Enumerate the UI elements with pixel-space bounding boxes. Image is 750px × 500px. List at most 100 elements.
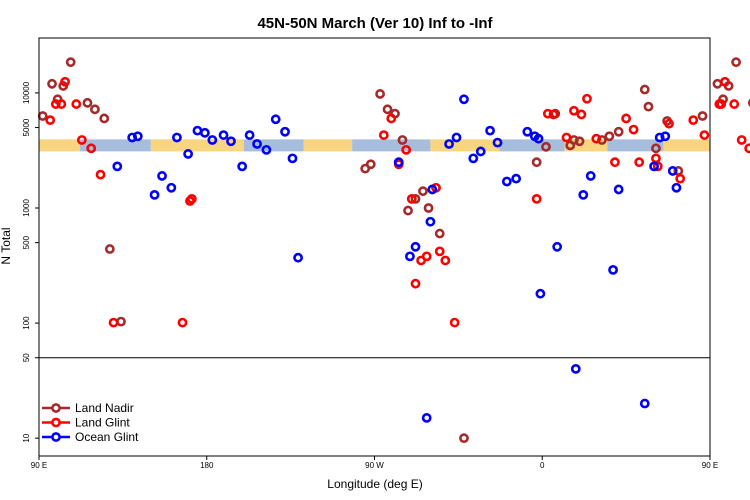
y-axis-label: N Total <box>0 227 13 264</box>
land-glint-point <box>664 118 674 129</box>
ocean-glint-point <box>149 189 160 200</box>
land-glint-point <box>561 132 572 143</box>
ocean-glint-point <box>280 126 290 137</box>
ocean-glint-point <box>485 125 495 136</box>
ocean-glint-point <box>654 132 665 143</box>
land-nadir-point <box>541 141 551 152</box>
land-nadir-point <box>643 101 654 112</box>
legend-label-ocean-glint: Ocean Glint <box>75 430 139 444</box>
legend-marker-land-glint <box>51 417 61 428</box>
land-glint-point <box>108 317 119 328</box>
ocean-glint-point <box>293 252 303 263</box>
land-nadir-point <box>596 135 607 145</box>
ocean-glint-point <box>183 149 194 159</box>
land-glint-point <box>71 99 82 109</box>
y-tick-label: 1000 <box>22 199 31 217</box>
ocean-glint-point <box>578 189 589 200</box>
band-segment <box>80 139 151 152</box>
x-tick-label: 90 E <box>31 461 47 470</box>
ocean-glint-point <box>261 144 272 155</box>
land-nadir-point <box>423 203 434 213</box>
ocean-glint-point <box>660 131 671 142</box>
land-glint-point <box>720 76 730 87</box>
x-tick-label: 180 <box>200 461 214 470</box>
land-glint-point <box>716 99 727 109</box>
land-glint-point <box>378 130 389 140</box>
band-segment <box>430 139 500 152</box>
ocean-glint-point <box>552 241 563 252</box>
band-segment <box>499 139 565 152</box>
ocean-glint-point <box>492 137 503 148</box>
ocean-glint-point <box>157 171 167 181</box>
land-glint-point <box>634 157 645 168</box>
ocean-glint-point <box>501 176 512 187</box>
land-nadir-point <box>747 98 750 107</box>
land-nadir-point <box>410 193 421 204</box>
land-nadir-point <box>651 143 661 154</box>
legend-label-land-nadir: Land Nadir <box>75 401 134 415</box>
land-glint-point <box>729 99 740 109</box>
ocean-glint-point <box>535 288 546 299</box>
land-nadir-point <box>639 84 650 95</box>
land-nadir-point <box>104 244 115 254</box>
axis-ticks: 90 E 180 90 W 0 90 E 10 50 100 500 1000 5000 10000 <box>22 81 718 470</box>
land-nadir-point <box>459 433 469 444</box>
ocean-glint-point <box>425 216 436 227</box>
ocean-glint-point <box>667 166 678 176</box>
legend-marker-land-nadir <box>51 403 61 413</box>
ocean-glint-point <box>405 251 415 262</box>
ocean-glint-point <box>459 94 469 105</box>
ocean-glint-point <box>608 264 618 275</box>
land-glint-point <box>610 157 620 168</box>
x-tick-label: 90 E <box>702 461 718 470</box>
y-tick-label: 10 <box>22 433 31 442</box>
land-glint-point <box>576 109 587 120</box>
ocean-glint-point <box>132 131 143 142</box>
land-glint-point <box>531 193 542 204</box>
y-tick-label: 100 <box>22 316 31 330</box>
ocean-glint-point <box>639 398 650 409</box>
data-points <box>37 57 750 444</box>
y-tick-label: 5000 <box>22 118 31 136</box>
x-axis-label: Longitude (deg E) <box>327 477 422 491</box>
land-glint-point <box>569 105 579 116</box>
land-glint-point <box>410 278 421 289</box>
ocean-glint-point <box>166 182 177 193</box>
land-glint-point <box>50 99 61 109</box>
land-glint-point <box>86 143 97 154</box>
land-nadir-point <box>365 159 376 170</box>
land-nadir-point <box>697 111 708 121</box>
ocean-glint-point <box>427 184 438 195</box>
ocean-glint-point <box>112 161 123 172</box>
land-nadir-point <box>731 57 741 68</box>
land-nadir-point <box>382 104 393 115</box>
ocean-glint-point <box>410 241 421 252</box>
ocean-glint-point <box>127 132 138 143</box>
ocean-glint-point <box>468 153 479 164</box>
band-segment <box>663 139 710 152</box>
land-glint-point <box>186 193 197 204</box>
land-nadir-point <box>531 157 542 168</box>
band-segment <box>150 139 245 152</box>
land-nadir-point <box>375 89 385 99</box>
land-glint-point <box>434 246 445 257</box>
plot-frame <box>38 37 711 457</box>
land-nadir-point <box>434 228 445 239</box>
x-tick-label: 90 W <box>365 461 384 470</box>
ocean-glint-point <box>237 161 248 172</box>
land-glint-point <box>652 161 663 172</box>
land-glint-point <box>449 317 460 328</box>
ocean-glint-point <box>421 413 432 423</box>
land-nadir-point <box>403 205 413 216</box>
land-nadir-point <box>397 135 408 145</box>
y-tick-label: 500 <box>22 235 31 249</box>
land-glint-point <box>675 173 686 184</box>
ocean-glint-point <box>199 127 210 138</box>
ocean-glint-point <box>522 126 533 137</box>
land-glint-point <box>736 135 747 145</box>
y-tick-label: 50 <box>22 353 31 362</box>
ocean-glint-point <box>451 132 462 143</box>
ocean-glint-point <box>475 146 486 157</box>
land-glint-point <box>406 193 417 204</box>
